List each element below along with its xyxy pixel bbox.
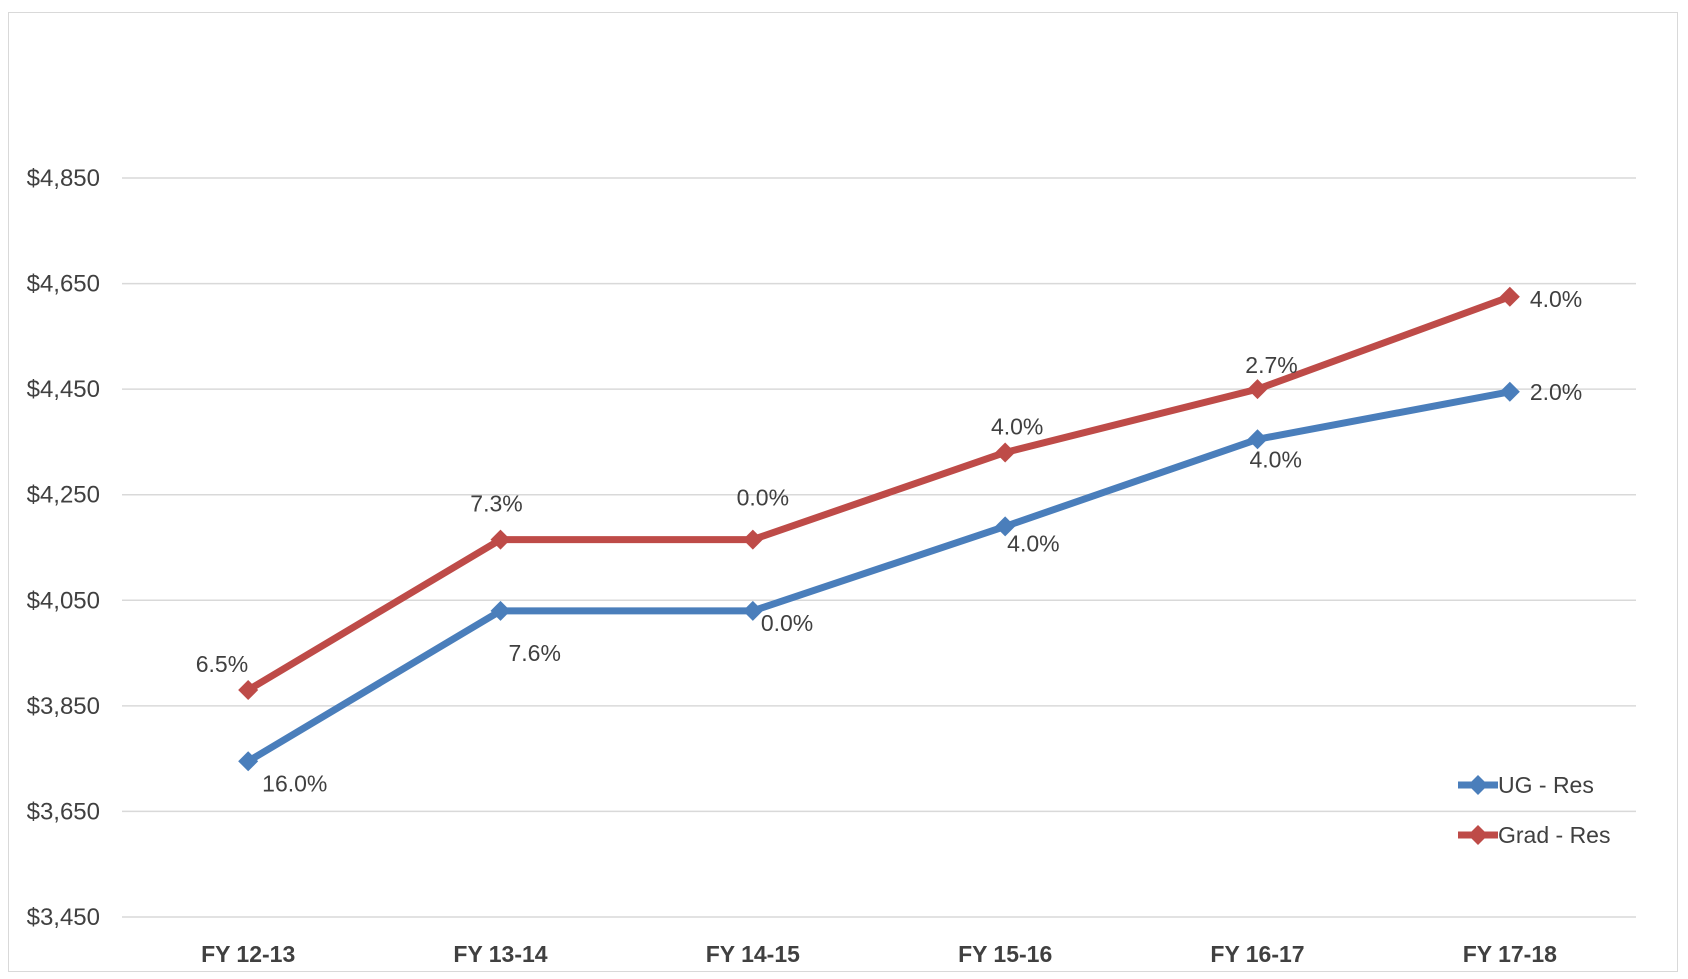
data-label: 4.0% <box>1007 530 1059 556</box>
x-tick-label: FY 14-15 <box>706 941 800 967</box>
y-tick-label: $4,250 <box>27 482 100 509</box>
data-label: 2.0% <box>1530 379 1582 405</box>
gridlines <box>122 177 1636 918</box>
y-tick-label: $4,850 <box>27 165 100 192</box>
data-point-marker <box>995 442 1016 463</box>
x-tick-label: FY 12-13 <box>201 941 295 967</box>
data-label: 0.0% <box>761 610 813 636</box>
legend-label: UG - Res <box>1498 772 1594 798</box>
legend: UG - Res Grad - Res <box>1458 772 1610 848</box>
data-label: 7.6% <box>509 640 561 666</box>
data-point-marker <box>742 529 763 550</box>
data-label: 4.0% <box>991 413 1043 439</box>
series-line <box>244 388 1514 765</box>
x-tick-label: FY 17-18 <box>1463 941 1557 967</box>
series-line <box>244 293 1514 694</box>
y-axis: $3,450 $3,650 $3,850 $4,050 $4,250 $4,450 $4,6… <box>27 165 100 931</box>
x-tick-label: FY 15-16 <box>958 941 1052 967</box>
y-tick-label: $3,450 <box>27 904 100 931</box>
y-tick-label: $4,650 <box>27 271 100 298</box>
data-point-marker <box>1247 429 1268 450</box>
data-label: 16.0% <box>262 770 327 796</box>
legend-label: Grad - Res <box>1498 822 1610 848</box>
data-label: 4.0% <box>1250 446 1302 472</box>
y-tick-label: $3,650 <box>27 798 100 825</box>
legend-marker <box>1468 825 1488 845</box>
data-point-marker <box>238 751 259 772</box>
data-point-marker <box>1499 286 1520 307</box>
data-point-marker <box>1247 379 1268 400</box>
y-tick-label: $4,450 <box>27 376 100 403</box>
y-tick-label: $4,050 <box>27 587 100 614</box>
data-label: 6.5% <box>196 651 248 677</box>
data-label: 0.0% <box>737 485 789 511</box>
x-tick-label: FY 16-17 <box>1210 941 1304 967</box>
x-axis: FY 12-13 FY 13-14 FY 14-15 FY 15-16 FY 16-17… <box>201 941 1557 967</box>
chart-frame <box>8 12 1678 972</box>
data-labels: 16.0% 7.6% 0.0% 4.0% 4.0% 2.0% 6.5% 7.3% 0.0% 4.0… <box>196 286 1583 797</box>
data-point-marker <box>490 600 511 621</box>
data-point-marker <box>742 600 763 621</box>
legend-marker <box>1468 775 1488 795</box>
data-point-marker <box>1499 381 1520 402</box>
data-label: 7.3% <box>470 491 522 517</box>
data-label: 2.7% <box>1245 352 1297 378</box>
data-label: 4.0% <box>1530 286 1582 312</box>
data-point-marker <box>238 680 259 701</box>
data-point-marker <box>995 516 1016 537</box>
series-layer <box>238 286 1520 772</box>
data-point-marker <box>490 529 511 550</box>
x-tick-label: FY 13-14 <box>453 941 547 967</box>
y-tick-label: $3,850 <box>27 693 100 720</box>
